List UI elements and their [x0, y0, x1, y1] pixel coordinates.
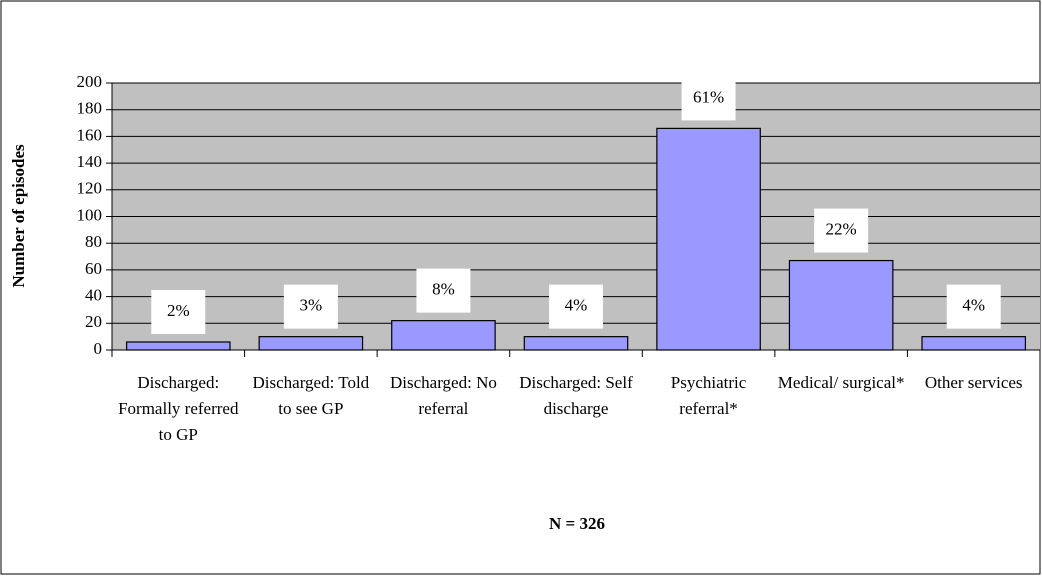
- bar: [788, 259, 894, 351]
- value-label-box: [549, 284, 603, 329]
- x-tick-label: Discharged: Formally referred to GP: [118, 373, 239, 444]
- x-tick-label: Discharged: Told to see GP: [252, 373, 370, 418]
- y-tick-label: 200: [77, 72, 103, 91]
- y-tick-label: 80: [85, 232, 102, 251]
- value-label-box: [814, 208, 869, 253]
- y-tick-label: 160: [77, 125, 103, 144]
- value-label-box: [283, 284, 338, 329]
- y-tick-label: 40: [85, 286, 102, 305]
- value-label: 2%: [167, 301, 190, 320]
- y-tick-label: 120: [77, 179, 103, 198]
- y-tick-label: 20: [85, 312, 102, 331]
- value-label-box: [946, 284, 1001, 329]
- y-tick-label: 180: [77, 99, 103, 118]
- value-label: 8%: [432, 280, 455, 299]
- bar: [125, 341, 231, 351]
- bar: [656, 127, 761, 351]
- y-tick-label: 0: [94, 339, 103, 358]
- bar: [523, 336, 629, 351]
- value-label: 4%: [962, 296, 985, 315]
- value-label: 22%: [826, 219, 857, 238]
- value-label-box: [151, 289, 206, 334]
- x-tick-label: Psychiatric referral*: [670, 373, 747, 418]
- y-tick-label: 100: [77, 205, 103, 224]
- x-tick-label: Other services: [924, 373, 1023, 392]
- y-tick-label: 60: [85, 259, 102, 278]
- y-tick-label: 140: [77, 152, 103, 171]
- footnote: N = 326: [549, 514, 605, 533]
- x-tick-label: Medical/ surgical*: [777, 373, 905, 392]
- x-tick-label: Discharged: Self discharge: [519, 373, 633, 418]
- x-tick-label: Discharged: No referral: [389, 373, 497, 418]
- bar: [258, 336, 364, 351]
- value-label: 61%: [693, 87, 724, 106]
- value-label-box: [681, 76, 736, 121]
- y-axis-title: Number of episodes: [9, 144, 28, 288]
- bar: [391, 320, 496, 351]
- value-label: 3%: [300, 296, 323, 315]
- value-label-box: [416, 268, 471, 313]
- bar: [921, 336, 1027, 351]
- value-label: 4%: [565, 296, 588, 315]
